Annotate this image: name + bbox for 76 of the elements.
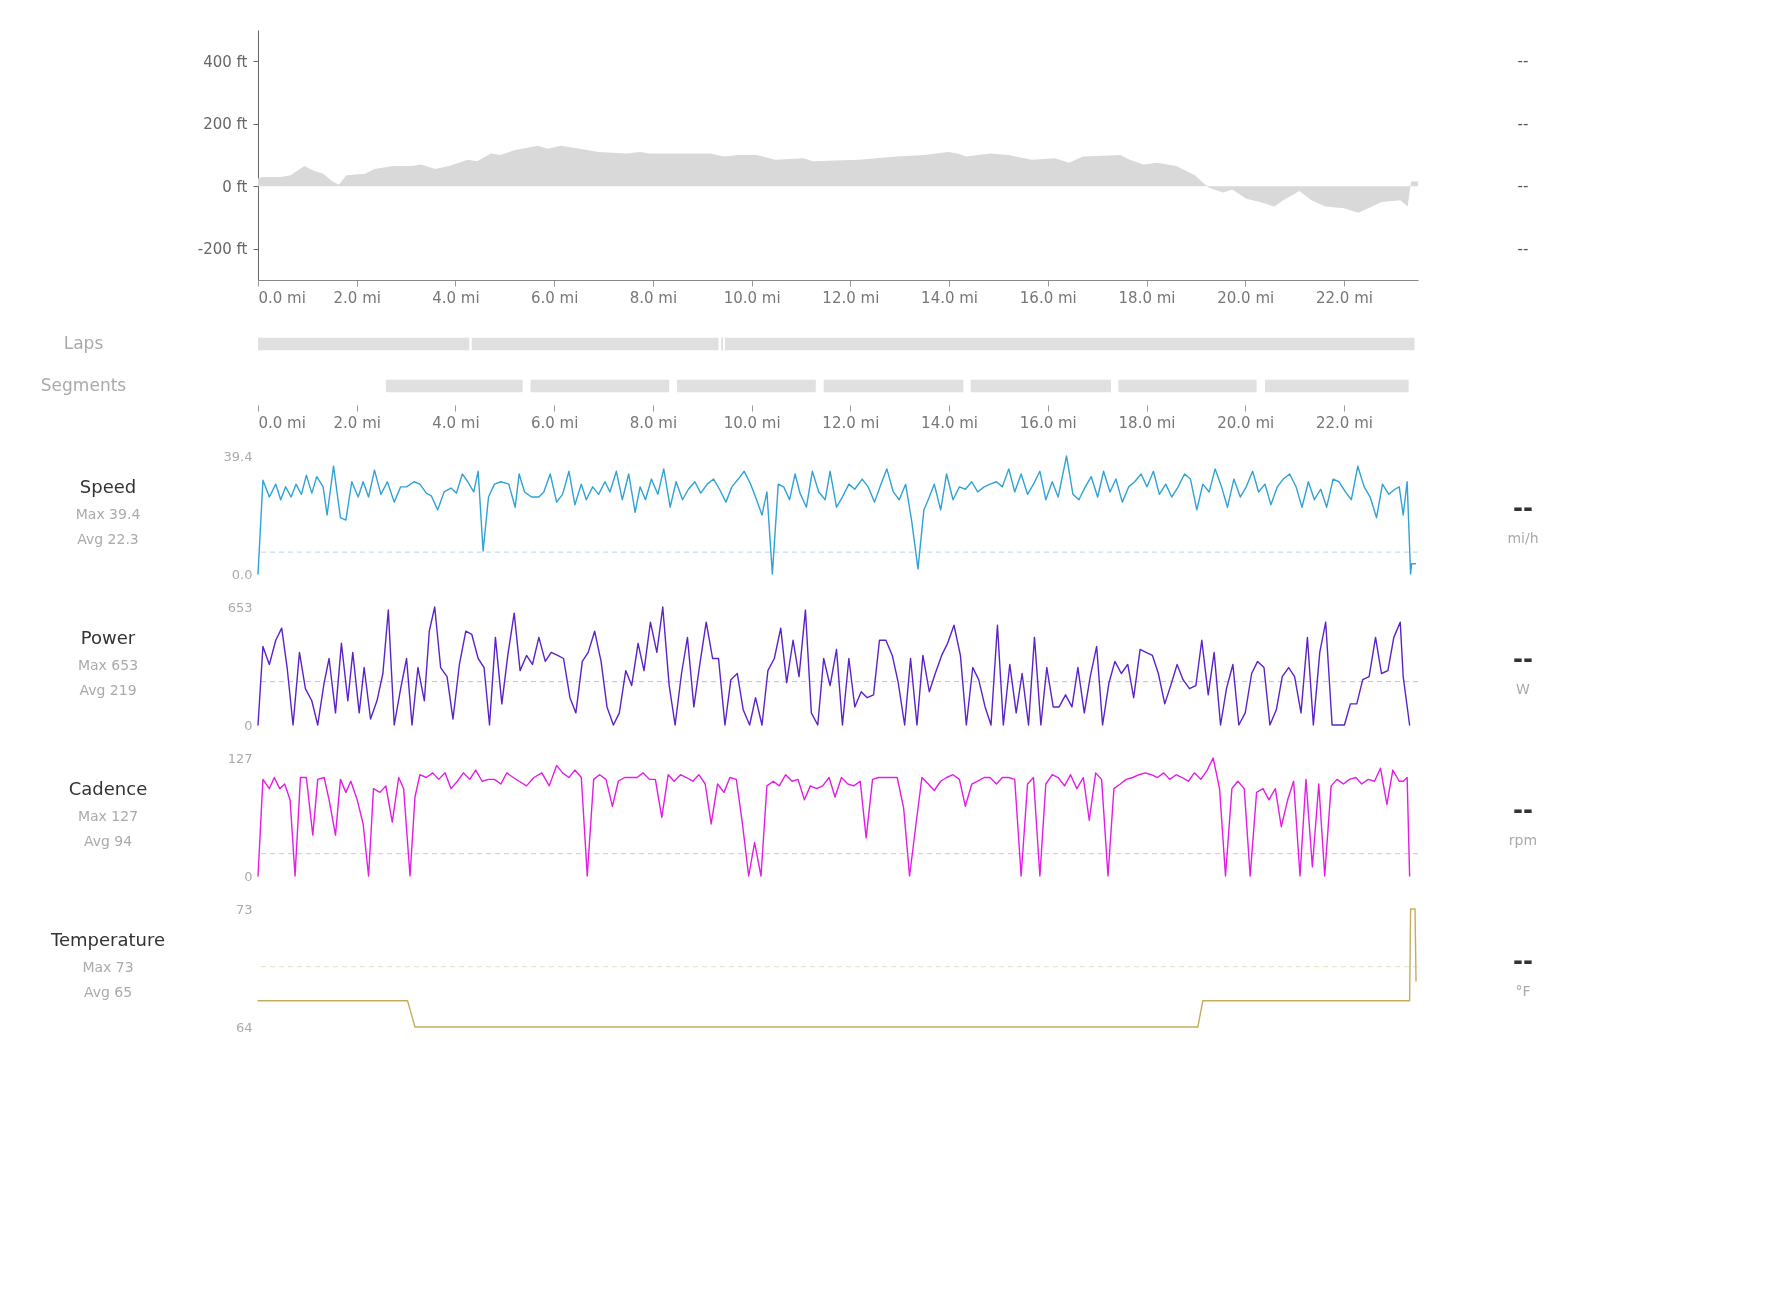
x-tick-label: 18.0 mi: [1118, 413, 1176, 432]
x-tick-label: 16.0 mi: [1019, 288, 1077, 307]
y-tick-label: 200 ft: [203, 115, 248, 134]
bar: [1264, 379, 1409, 393]
x-tick-label: 6.0 mi: [530, 413, 579, 432]
text: Avg 94: [83, 832, 133, 849]
text: mi/h: [1507, 529, 1539, 546]
text: Avg 219: [79, 681, 137, 698]
y-tick-label: Laps: [63, 332, 104, 353]
bar: [970, 379, 1111, 393]
x-tick-label: 12.0 mi: [822, 288, 880, 307]
x-tick-label: 10.0 mi: [723, 288, 781, 307]
text: Speed: [79, 475, 137, 497]
line-series: [257, 606, 1411, 726]
x-tick-label: 20.0 mi: [1217, 288, 1275, 307]
x-tick-label: 0.0 mi: [258, 413, 306, 432]
text: --: [1513, 645, 1533, 674]
text: --: [1513, 796, 1533, 825]
text: --: [1517, 114, 1529, 133]
text: --: [1517, 177, 1529, 196]
x-tick-label: 12.0 mi: [822, 413, 880, 432]
text: °F: [1515, 982, 1531, 999]
text: --: [1517, 52, 1529, 71]
x-tick-label: 14.0 mi: [921, 413, 979, 432]
text: Max 127: [77, 808, 139, 824]
x-tick-label: 4.0 mi: [432, 413, 480, 432]
x-tick-label: 8.0 mi: [629, 288, 678, 307]
text: Max 39.4: [75, 506, 141, 522]
x-tick-label: 4.0 mi: [432, 288, 480, 307]
y-tick-label: 39.4: [223, 448, 253, 464]
y-tick-label: 400 ft: [203, 52, 248, 71]
bar: [530, 379, 670, 393]
text: W: [1516, 680, 1531, 697]
bar: [677, 379, 816, 393]
line-series: [257, 908, 1417, 1028]
y-tick-label: Segments: [40, 375, 127, 396]
bar: [258, 337, 470, 351]
bar: [385, 379, 523, 393]
text: rpm: [1508, 831, 1538, 848]
text: Avg 65: [83, 983, 133, 1000]
bar: [724, 337, 1415, 351]
x-tick-label: 16.0 mi: [1019, 413, 1077, 432]
y-tick-label: -200 ft: [197, 240, 248, 259]
text: Temperature: [49, 928, 166, 950]
line-series: [257, 455, 1417, 575]
line-series: [257, 757, 1411, 877]
y-tick-label: 73: [235, 901, 253, 917]
y-tick-label: 653: [227, 599, 253, 615]
x-tick-label: 8.0 mi: [629, 413, 678, 432]
x-tick-label: 22.0 mi: [1315, 288, 1373, 307]
y-tick-label: 0: [244, 717, 253, 733]
y-tick-label: 0 ft: [222, 177, 248, 196]
text: --: [1517, 239, 1529, 258]
x-tick-label: 20.0 mi: [1217, 413, 1275, 432]
x-tick-label: 18.0 mi: [1118, 288, 1176, 307]
x-tick-label: 22.0 mi: [1315, 413, 1373, 432]
bar: [1118, 379, 1257, 393]
text: Avg 22.3: [77, 530, 139, 547]
y-tick-label: 127: [227, 750, 253, 766]
x-tick-label: 10.0 mi: [723, 413, 781, 432]
y-tick-label: 0.0: [231, 566, 253, 582]
text: Cadence: [68, 777, 148, 799]
bar: [471, 337, 719, 351]
y-tick-label: 64: [235, 1019, 253, 1035]
text: --: [1513, 494, 1533, 523]
x-tick-label: 14.0 mi: [921, 288, 979, 307]
x-tick-label: 0.0 mi: [258, 288, 306, 307]
y-tick-label: 0: [244, 868, 253, 884]
text: Max 653: [77, 657, 139, 673]
x-tick-label: 6.0 mi: [530, 288, 579, 307]
text: Power: [80, 626, 136, 648]
x-tick-label: 2.0 mi: [333, 413, 381, 432]
text: Max 73: [82, 959, 134, 975]
bar: [823, 379, 964, 393]
x-tick-label: 2.0 mi: [333, 288, 381, 307]
text: --: [1513, 947, 1533, 976]
